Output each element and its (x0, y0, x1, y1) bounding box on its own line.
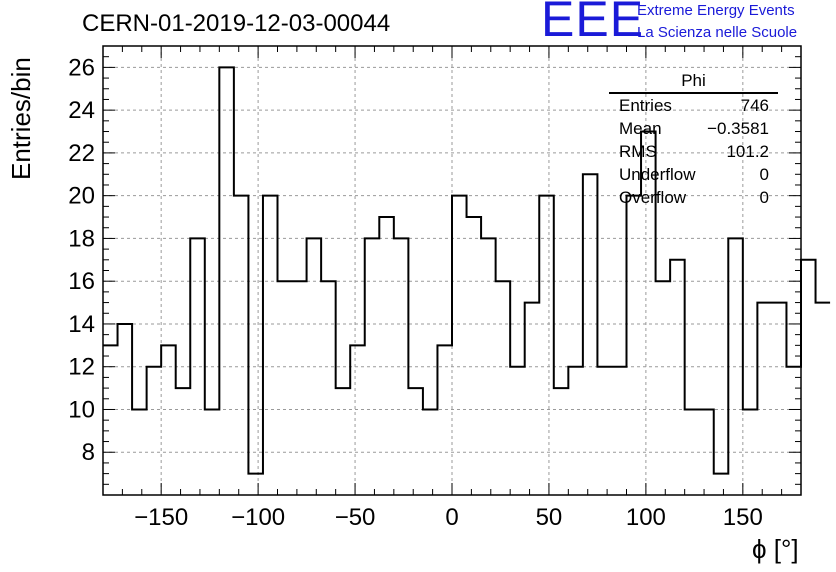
stats-label: RMS (619, 142, 657, 161)
y-tick-label: 16 (68, 268, 95, 295)
tick-labels: −150 −100 −50 0 50 100 150 8 10 12 14 16 18 20 22 24 26 (68, 54, 763, 531)
x-axis-title: ϕ [°] (752, 534, 799, 564)
stats-label: Overflow (619, 188, 687, 207)
histogram-bin (816, 303, 831, 495)
histogram-bin (205, 409, 220, 495)
stats-box: Phi Entries 746 Mean −0.3581 RMS 101.2 U… (609, 70, 778, 209)
x-tick-label: 100 (626, 504, 666, 531)
histogram-bin (321, 281, 336, 495)
histogram-bin (728, 238, 743, 495)
logo-caption-line2: La Scienza nelle Scuole (637, 24, 798, 41)
stats-row-mean: Mean −0.3581 (609, 117, 778, 140)
histogram-bin (510, 367, 525, 495)
y-tick-label: 8 (82, 439, 95, 466)
histogram-bin (714, 474, 729, 495)
histogram-bin (670, 260, 685, 495)
stats-row-overflow: Overflow 0 (609, 186, 778, 209)
stats-value: 746 (740, 96, 769, 115)
y-tick-label: 10 (68, 396, 95, 423)
histogram-bars (103, 66, 831, 495)
histogram-bin (118, 324, 133, 495)
histogram-bin (248, 474, 263, 495)
y-tick-label: 26 (68, 54, 95, 81)
histogram-bin (292, 281, 307, 495)
histogram-bin (539, 196, 554, 495)
x-tick-label: −150 (134, 504, 188, 531)
y-tick-label: 12 (68, 354, 95, 381)
stats-value: −0.3581 (707, 119, 769, 138)
histogram-bin (437, 345, 452, 495)
run-title: CERN-01-2019-12-03-00044 (82, 10, 391, 37)
histogram-bin (234, 196, 249, 495)
histogram-bin (219, 67, 234, 495)
histogram-bin (132, 409, 147, 495)
histogram-bin (801, 260, 816, 495)
histogram-bin (379, 217, 394, 495)
histogram-bin (627, 196, 642, 495)
stats-label: Entries (619, 96, 672, 115)
histogram-bin (699, 409, 714, 495)
histogram-bin (583, 174, 598, 495)
x-tick-label: 0 (445, 504, 458, 531)
x-tick-label: 50 (536, 504, 563, 531)
x-tick-label: −100 (231, 504, 285, 531)
stats-value: 0 (759, 165, 769, 184)
histogram-bin (496, 281, 511, 495)
histogram-bin (394, 238, 409, 495)
histogram-bin (452, 196, 467, 495)
histogram-bin (685, 409, 700, 495)
axes (102, 45, 802, 496)
histogram-bin (190, 238, 205, 495)
y-tick-label: 24 (68, 97, 95, 124)
stats-title: Phi (609, 70, 778, 94)
histogram-bin (408, 388, 423, 495)
stats-row-underflow: Underflow 0 (609, 163, 778, 186)
histogram-bin (612, 367, 627, 495)
histogram-bin (481, 238, 496, 495)
histogram-bin (350, 345, 365, 495)
y-tick-label: 22 (68, 140, 95, 167)
histogram-bin (467, 217, 482, 495)
histogram-outline (103, 66, 831, 475)
stats-label: Mean (619, 119, 662, 138)
histogram-bin (656, 281, 671, 495)
stats-label: Underflow (619, 165, 696, 184)
histogram-bin (743, 409, 758, 495)
stats-value: 101.2 (726, 142, 769, 161)
y-axis-title: Entries/bin (6, 57, 36, 180)
histogram-bin (161, 345, 176, 495)
histogram-bin (423, 409, 438, 495)
y-tick-label: 20 (68, 183, 95, 210)
stats-value: 0 (759, 188, 769, 207)
stats-row-entries: Entries 746 (609, 94, 778, 117)
y-tick-label: 18 (68, 225, 95, 252)
stats-row-rms: RMS 101.2 (609, 140, 778, 163)
histogram-bin (757, 303, 772, 495)
histogram-bin (554, 388, 569, 495)
histogram-bin (278, 281, 293, 495)
histogram-bin (597, 367, 612, 495)
logo-caption-line1: Extreme Energy Events (637, 2, 795, 19)
eee-logo: EEE (541, 0, 645, 47)
histogram-bin (772, 303, 787, 495)
histogram-bin (307, 238, 322, 495)
histogram-bin (365, 238, 380, 495)
y-tick-label: 14 (68, 311, 95, 338)
histogram-bin (147, 367, 162, 495)
histogram-bin (525, 303, 540, 495)
histogram-bin (176, 388, 191, 495)
histogram-bin (336, 388, 351, 495)
x-tick-label: 150 (723, 504, 763, 531)
histogram-bin (263, 196, 278, 495)
x-tick-label: −50 (335, 504, 376, 531)
histogram-bin (568, 367, 583, 495)
